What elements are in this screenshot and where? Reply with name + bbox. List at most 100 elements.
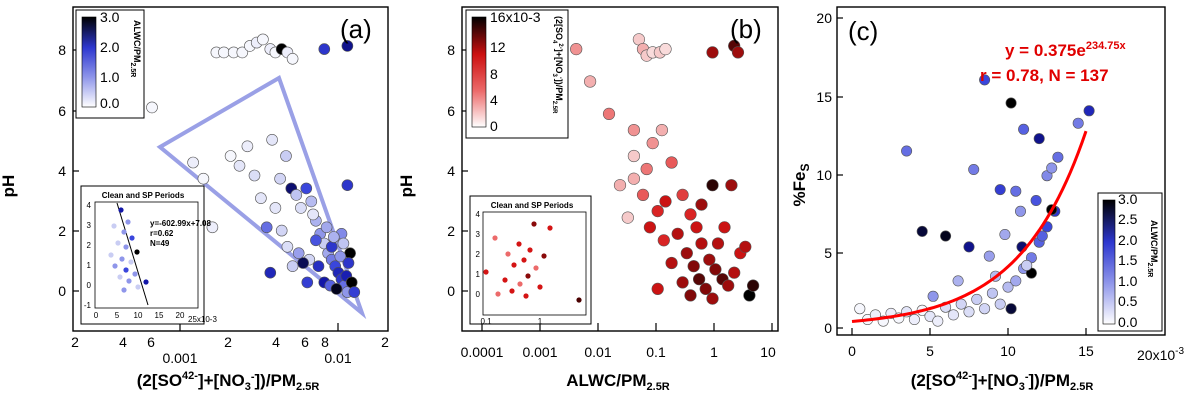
data-point xyxy=(711,237,725,250)
b-inset-ytick-0: 0 xyxy=(476,290,481,299)
a-xminor-6a: 6 xyxy=(147,334,155,350)
a-inset-xtick-20: 20 xyxy=(176,311,185,320)
b-inset-ytick-2: 2 xyxy=(476,250,481,259)
a-inset-point xyxy=(126,278,132,284)
data-point xyxy=(728,266,741,279)
data-point xyxy=(260,221,273,234)
data-point xyxy=(963,306,975,318)
c-xticklabel-5: 5 xyxy=(926,343,934,359)
a-inset-point xyxy=(132,271,138,277)
a-inset-xtick-5: 5 xyxy=(115,311,120,320)
panel-b-ylabel: pH xyxy=(397,175,416,198)
a-inset-ytick-1: 1 xyxy=(87,261,92,270)
data-point xyxy=(916,225,928,237)
panel-a-inset-box xyxy=(80,185,205,325)
data-point xyxy=(1014,205,1026,217)
b-inset-point xyxy=(495,291,501,297)
data-point xyxy=(1046,162,1058,174)
a-yticklabel-4: 4 xyxy=(58,163,66,179)
panel-c: (c) y = 0.375e234.75x r = 0.78, N = 137 … xyxy=(790,6,1184,393)
data-point xyxy=(187,156,199,169)
data-point xyxy=(731,46,745,59)
a-xminor-6b: 6 xyxy=(301,334,309,350)
data-point xyxy=(286,52,299,65)
b-inset-point xyxy=(511,262,517,268)
a-yticklabel-8: 8 xyxy=(58,42,66,58)
a-inset-point xyxy=(111,223,117,229)
data-point xyxy=(334,250,347,263)
data-point xyxy=(994,184,1006,196)
data-point xyxy=(327,231,340,243)
a-xminor-4a: 4 xyxy=(119,334,127,350)
b-yticklabel-0: 0 xyxy=(447,283,455,299)
data-point xyxy=(963,241,975,253)
data-point xyxy=(1033,133,1045,145)
data-point xyxy=(655,124,669,137)
data-point xyxy=(657,234,670,247)
data-point xyxy=(300,182,313,195)
data-point xyxy=(342,257,355,269)
data-point xyxy=(901,145,913,157)
a-cb-tick-2: 2.0 xyxy=(100,39,120,55)
panel-a-inset-plotarea xyxy=(94,201,199,309)
data-point xyxy=(248,169,261,182)
data-point xyxy=(627,149,641,163)
a-inset-xtick-15: 15 xyxy=(155,311,164,320)
data-point xyxy=(345,276,358,289)
a-inset-point xyxy=(129,235,135,241)
data-point xyxy=(1021,259,1033,271)
b-cb-tick-8: 8 xyxy=(490,66,498,82)
panel-a-colorbar-ramp xyxy=(81,16,97,108)
data-point xyxy=(233,160,246,172)
data-point xyxy=(264,266,277,279)
data-point xyxy=(659,195,672,208)
data-point xyxy=(312,260,325,273)
b-inset-point xyxy=(509,288,515,294)
panel-b-inset-box xyxy=(469,195,592,325)
b-inset-point xyxy=(533,265,539,271)
panel-a-points xyxy=(146,33,361,298)
a-inset-point xyxy=(143,279,149,285)
data-point xyxy=(325,241,338,253)
data-point xyxy=(275,224,288,237)
b-inset-point xyxy=(517,281,523,287)
b-inset-ytick-4: 4 xyxy=(476,210,481,219)
data-point xyxy=(218,46,230,59)
panel-c-ylabel: %FeS xyxy=(790,164,812,207)
panel-b-xlabel: ALWC/PM2.5R xyxy=(566,371,670,393)
data-point xyxy=(224,150,237,162)
c-cb-tick-0.5: 0.5 xyxy=(1118,293,1138,309)
b-inset-ytick-1: 1 xyxy=(476,270,481,279)
data-point xyxy=(706,179,719,192)
data-point xyxy=(348,286,361,298)
panel-b-yticks: 8 6 4 2 0 xyxy=(447,42,468,299)
b-inset-point xyxy=(547,225,553,231)
a-inset-point xyxy=(123,244,129,250)
panel-b-inset: Clean and SP Periods xyxy=(469,195,592,326)
data-point xyxy=(636,188,650,201)
panel-a-inset-title: Clean and SP Periods xyxy=(102,191,185,200)
a-inset-ytick-0: 0 xyxy=(87,281,92,290)
a-xminor-8b: 8 xyxy=(321,334,329,350)
data-point xyxy=(341,179,354,191)
panel-c-fit-equation: y = 0.375e234.75x xyxy=(1005,40,1126,60)
data-point xyxy=(999,229,1011,241)
panel-a-colorbar: 3.0 2.0 1.0 0.0 ALWC/PM2.5R xyxy=(75,9,145,119)
a-inset-xunit: 25x10-3 xyxy=(188,315,217,324)
data-point xyxy=(706,292,719,305)
b-inset-point xyxy=(541,253,547,259)
a-cb-tick-3: 3.0 xyxy=(100,9,120,25)
b-xticklabel-0.001: 0.001 xyxy=(522,344,557,360)
b-inset-point xyxy=(576,297,582,303)
panel-a-inset: Clean and SP Periods xyxy=(80,185,217,325)
panel-a: (a) pH 8 6 4 2 0 0.001 0.01 2 4 6 2 4 6 xyxy=(0,6,389,393)
data-point xyxy=(651,282,664,296)
data-point xyxy=(1005,303,1017,315)
a-inset-point xyxy=(112,263,118,269)
b-inset-point xyxy=(525,273,531,279)
data-point xyxy=(274,172,286,185)
data-point xyxy=(979,303,991,315)
panel-a-envelope xyxy=(156,75,367,320)
data-point xyxy=(684,208,697,221)
data-point xyxy=(709,263,722,276)
